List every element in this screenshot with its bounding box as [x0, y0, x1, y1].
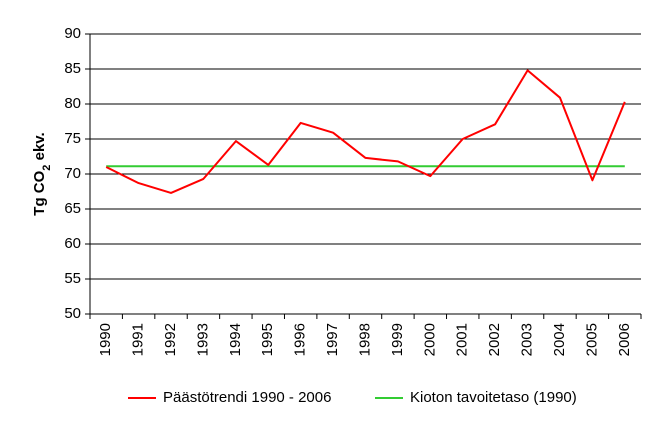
x-tick-label: 1997 — [324, 323, 341, 356]
y-tick-label: 85 — [64, 60, 81, 77]
y-tick-label: 55 — [64, 270, 81, 287]
x-tick-label: 1995 — [259, 323, 276, 356]
x-tick-labels: 1990 1991 1992 1993 1994 1995 1996 1997 1998 1999… — [97, 323, 633, 356]
x-tick-label: 2005 — [583, 323, 600, 356]
x-tick-label: 1990 — [97, 323, 114, 356]
x-tick-label: 1998 — [356, 323, 373, 356]
x-tick-label: 1996 — [292, 323, 309, 356]
y-axis-label: Tg CO2 ekv. — [31, 132, 53, 215]
x-tick-label: 2001 — [454, 323, 471, 356]
y-tick-label: 60 — [64, 235, 81, 252]
axes — [85, 33, 642, 319]
y-tick-labels: 50 55 60 65 70 75 80 85 90 — [64, 25, 81, 322]
legend-label-series-1: Päästötrendi 1990 - 2006 — [163, 389, 331, 406]
y-tick-label: 80 — [64, 95, 81, 112]
x-tick-label: 1999 — [389, 323, 406, 356]
x-tick-label: 1994 — [227, 323, 244, 356]
y-tick-label: 90 — [64, 25, 81, 42]
x-tick-label: 2004 — [551, 323, 568, 356]
y-tick-label: 70 — [64, 165, 81, 182]
x-tick-label: 1992 — [162, 323, 179, 356]
y-tick-label: 65 — [64, 200, 81, 217]
series-lines — [105, 69, 626, 194]
x-tick-label: 2006 — [616, 323, 633, 356]
y-tick-label: 50 — [64, 305, 81, 322]
legend-label-series-2: Kioton tavoitetaso (1990) — [410, 389, 577, 406]
x-tick-label: 1991 — [130, 323, 147, 356]
series-line-1 — [105, 69, 626, 194]
x-tick-label: 2003 — [519, 323, 536, 356]
x-tick-label: 2000 — [421, 323, 438, 356]
gridlines — [90, 33, 641, 280]
x-tick-label: 2002 — [486, 323, 503, 356]
y-tick-label: 75 — [64, 130, 81, 147]
x-tick-label: 1993 — [194, 323, 211, 356]
legend: Päästötrendi 1990 - 2006 Kioton tavoitet… — [128, 389, 577, 406]
